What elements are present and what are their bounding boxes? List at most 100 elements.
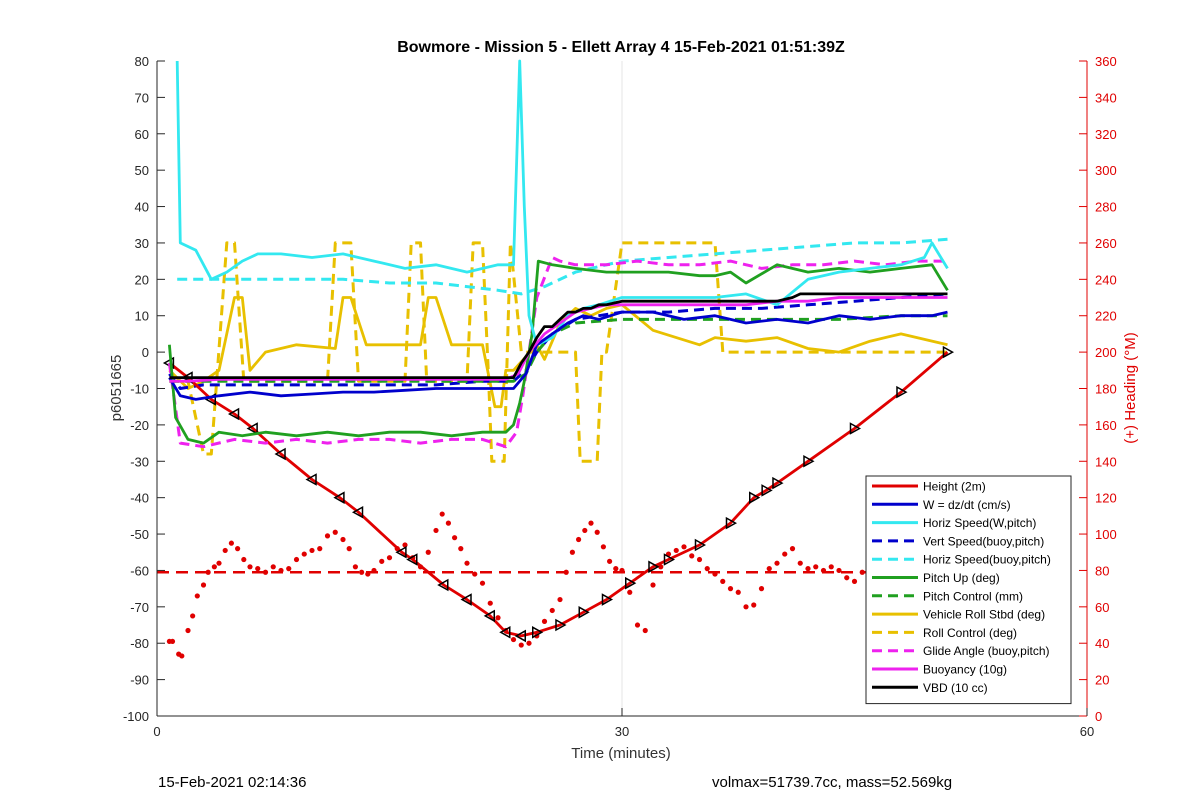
heading-point [439, 511, 445, 517]
heading-point [332, 529, 338, 535]
y2-tick-label: 80 [1095, 563, 1109, 578]
heading-point [247, 564, 253, 570]
y-tick-label: 20 [135, 272, 149, 287]
heading-point [782, 551, 788, 557]
y2-tick-label: 220 [1095, 309, 1117, 324]
legend-label: Roll Control (deg) [923, 626, 1017, 640]
legend-label: W = dz/dt (cm/s) [923, 498, 1011, 512]
y-tick-label: 50 [135, 163, 149, 178]
legend-label: Horiz Speed(W,pitch) [923, 516, 1036, 530]
heading-point [346, 546, 352, 552]
heading-point [576, 536, 582, 543]
height-marker [532, 626, 544, 639]
heading-point [627, 589, 633, 595]
x-tick-label: 0 [153, 724, 160, 739]
series-line [168, 296, 948, 409]
y-tick-label: -60 [130, 563, 149, 578]
y2-tick-label: 60 [1095, 600, 1109, 615]
heading-point [402, 542, 408, 548]
heading-point [743, 604, 749, 610]
heading-point [179, 653, 185, 659]
heading-point [526, 640, 532, 646]
legend-label: VBD (10 cc) [923, 681, 988, 695]
heading-point [720, 578, 726, 584]
heading-point [594, 529, 600, 535]
legend-label: Pitch Control (mm) [923, 589, 1023, 603]
height-marker [499, 626, 511, 639]
heading-point [495, 615, 501, 621]
height-marker [406, 553, 418, 566]
heading-point [650, 582, 656, 588]
heading-dots [166, 511, 935, 659]
series-line [169, 296, 948, 383]
y2-tick-label: 180 [1095, 382, 1117, 397]
y2-tick-label: 40 [1095, 636, 1109, 651]
heading-point [241, 556, 247, 563]
heading-point [813, 564, 819, 570]
heading-point [727, 586, 734, 592]
heading-point [607, 558, 613, 564]
heading-point [487, 600, 493, 606]
series-line [168, 310, 948, 401]
y2-tick-label: 100 [1095, 527, 1117, 542]
y2-tick-label: 160 [1095, 418, 1117, 433]
legend-label: Pitch Up (deg) [923, 571, 1000, 585]
legend-label: Vehicle Roll Stbd (deg) [923, 608, 1045, 622]
heading-point [433, 527, 439, 534]
height-marker [483, 609, 495, 623]
heading-point [673, 547, 679, 554]
legend-box [865, 475, 1072, 705]
series-layer [162, 59, 955, 643]
heading-point [458, 546, 464, 552]
legend-label: Buoyancy (10g) [923, 663, 1007, 677]
height-marker [555, 618, 567, 632]
heading-point [309, 547, 315, 554]
y-tick-label: -30 [130, 454, 149, 469]
height-marker [761, 484, 773, 497]
heading-point [582, 527, 588, 534]
series-line [175, 59, 949, 347]
height-marker [351, 505, 364, 519]
heading-point [379, 558, 385, 564]
heading-point [324, 533, 331, 539]
legend-label: Height (2m) [923, 480, 986, 494]
x-axis-label: Time (minutes) [571, 745, 670, 762]
legend: Height (2m) W = dz/dt (cm/s) Horiz Speed(W… [865, 475, 1072, 705]
heading-point [549, 607, 555, 614]
y-tick-label: -40 [130, 491, 149, 506]
heading-point [658, 564, 664, 570]
heading-point [696, 556, 703, 563]
heading-point [689, 553, 695, 559]
axes: -100-90-80-70-60-50-40-30-20-10010203040… [123, 54, 1117, 739]
heading-point [190, 613, 196, 619]
heading-point [255, 566, 261, 572]
heading-point [479, 580, 486, 586]
height-marker [803, 455, 815, 468]
series-line [168, 351, 949, 638]
y-tick-label: -80 [130, 636, 149, 651]
series-line [168, 292, 948, 390]
y2-tick-label: 360 [1095, 54, 1117, 69]
height-marker [246, 422, 258, 435]
height-marker [601, 593, 614, 606]
height-marker [333, 491, 345, 504]
height-marker [514, 629, 526, 643]
heading-point [805, 566, 811, 572]
y2-tick-label: 240 [1095, 272, 1117, 287]
y2-tick-label: 340 [1095, 90, 1117, 105]
series-line [177, 237, 948, 296]
legend-label: Vert Speed(buoy,pitch) [923, 534, 1044, 548]
heading-point [185, 627, 191, 634]
heading-point [270, 564, 276, 570]
y-tick-label: -50 [130, 527, 149, 542]
height-marker [305, 473, 317, 486]
height-marker [663, 553, 676, 566]
height-marker [749, 491, 761, 504]
heading-point [386, 555, 393, 561]
heading-point [600, 544, 607, 550]
heading-point [828, 564, 834, 570]
heading-point [851, 578, 858, 584]
x-tick-label: 60 [1080, 724, 1094, 739]
heading-point [541, 618, 548, 624]
